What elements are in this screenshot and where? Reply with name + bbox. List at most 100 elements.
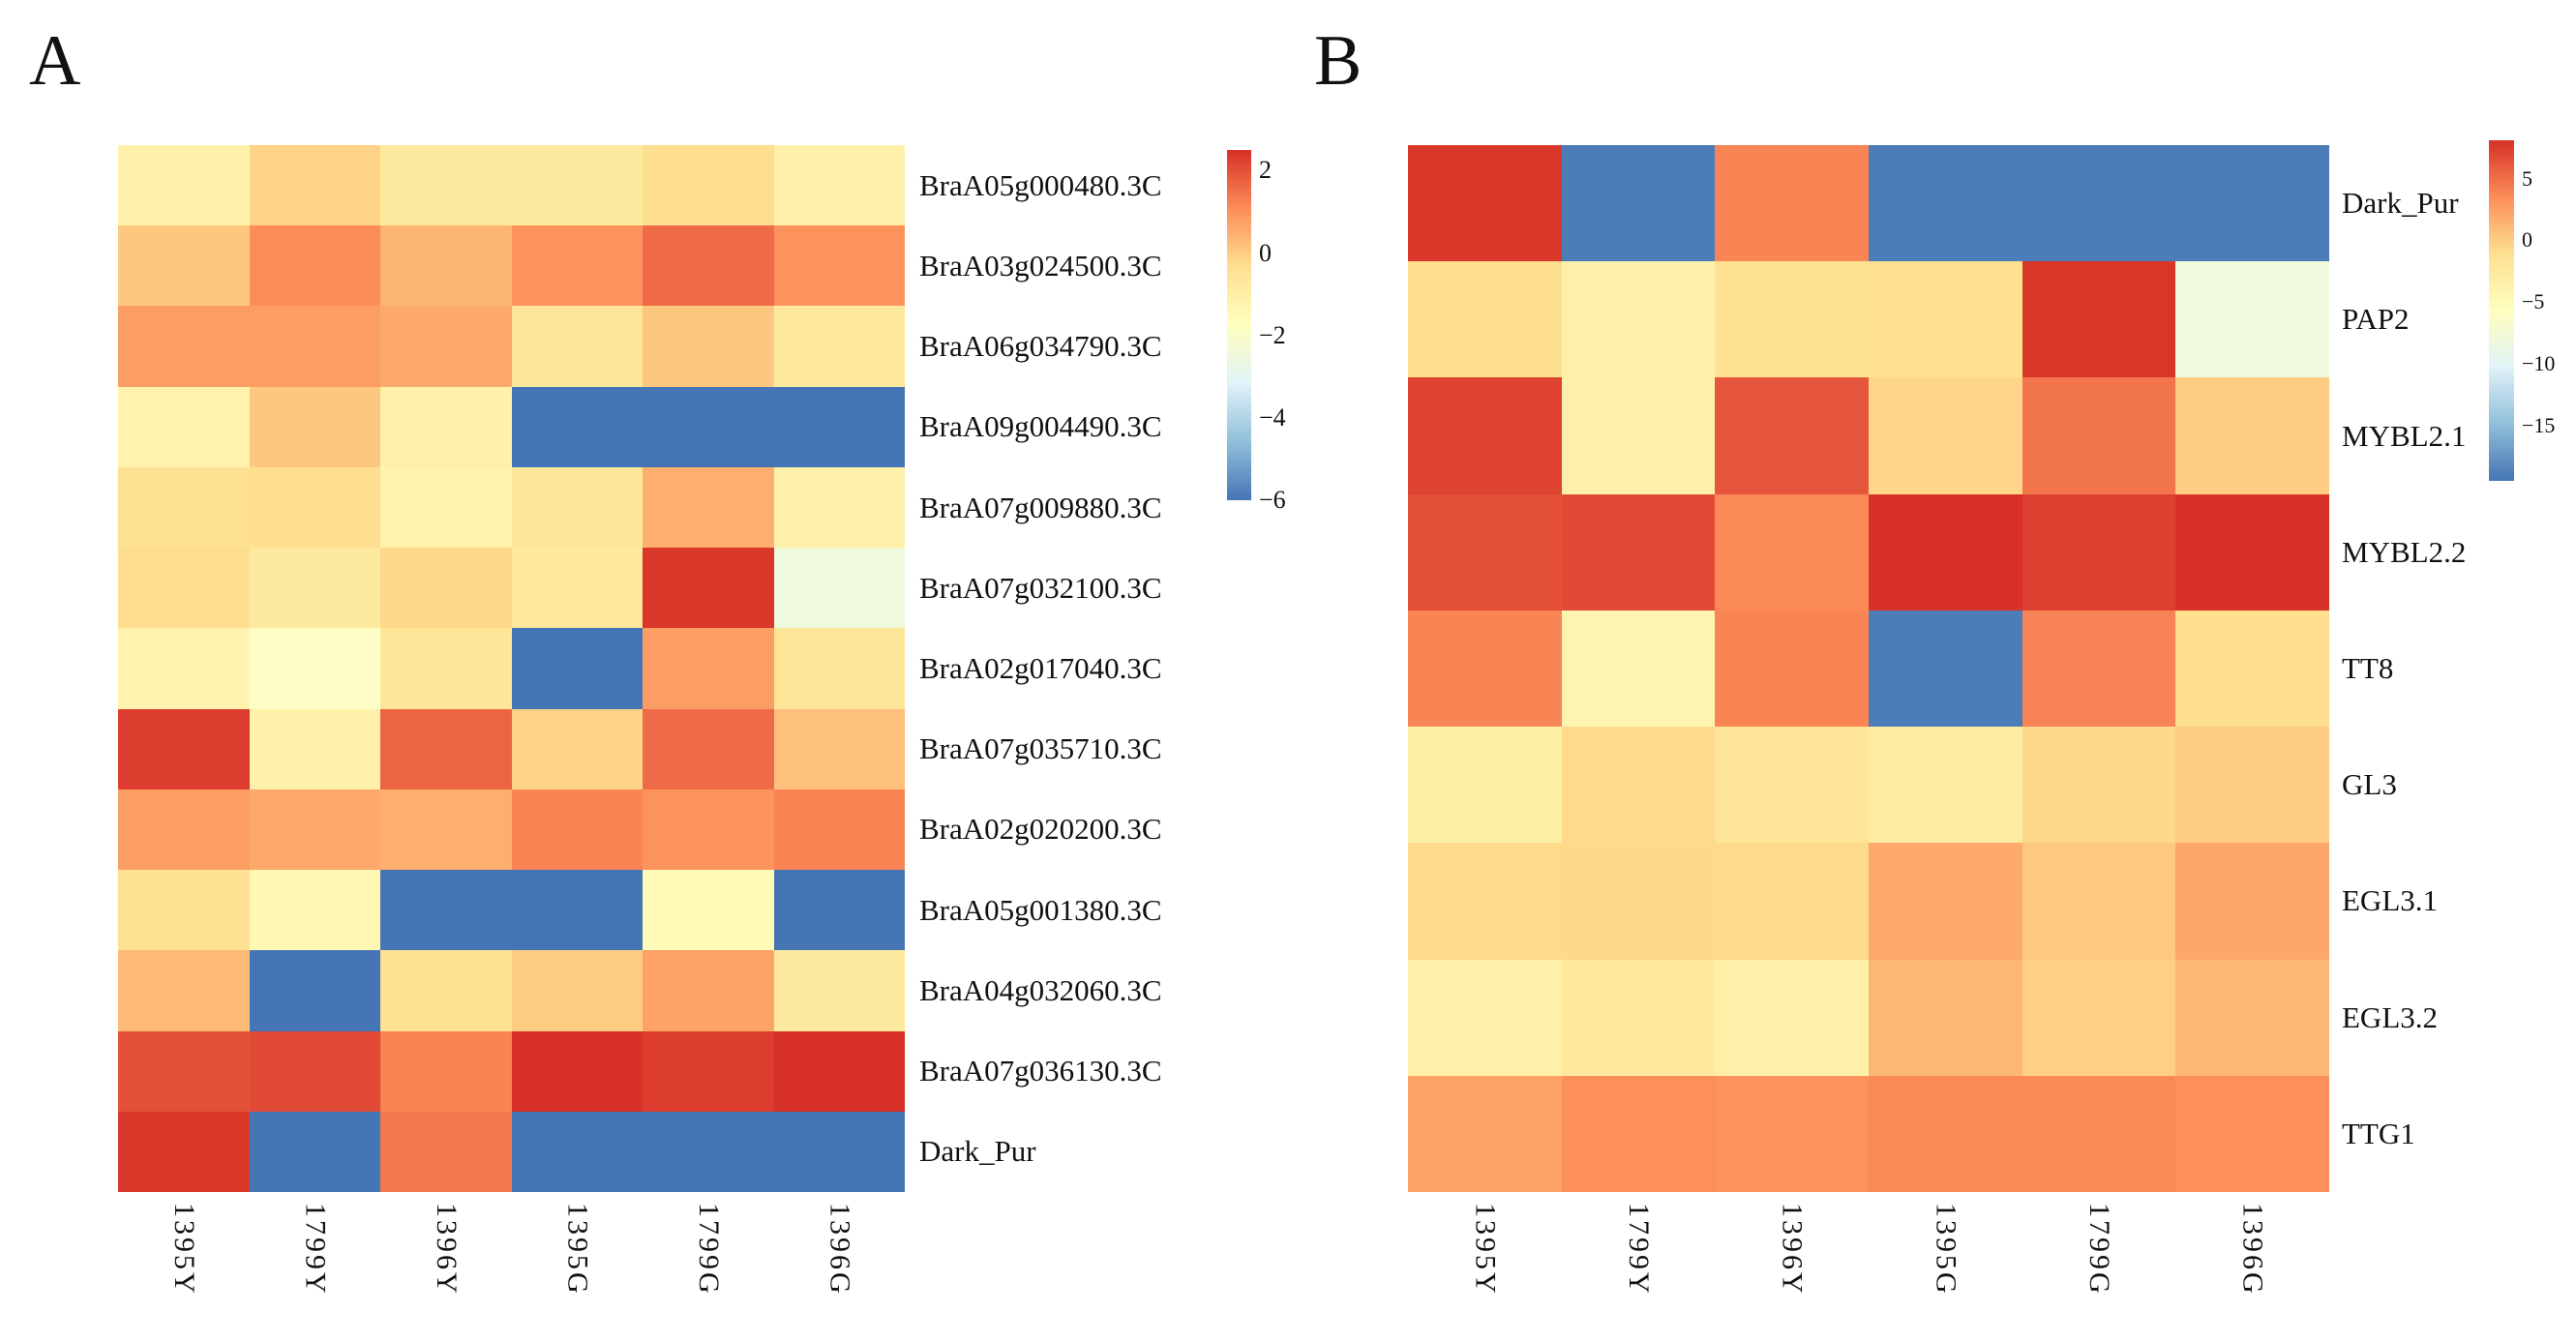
heatmap-cell	[118, 789, 250, 871]
panel-a-row-labels: BraA05g000480.3C BraA03g024500.3C BraA06g0…	[919, 145, 1219, 1192]
heatmap-row-label: BraA03g024500.3C	[919, 248, 1162, 283]
heatmap-cell	[1561, 145, 1716, 262]
heatmap-cell	[511, 306, 643, 387]
heatmap-cell	[1715, 377, 1869, 494]
heatmap-cell	[118, 306, 250, 387]
heatmap-cell	[118, 1111, 250, 1192]
heatmap-cell	[2175, 261, 2329, 378]
heatmap-column-label: 1396G	[774, 1203, 906, 1338]
heatmap-cell	[511, 870, 643, 951]
panel-a-colorbar: 2 0 −2 −4 −6	[1227, 150, 1372, 514]
heatmap-cell	[1561, 843, 1716, 960]
heatmap-cell	[773, 548, 905, 629]
heatmap-cell	[1869, 843, 2022, 960]
heatmap-cell	[1715, 261, 1869, 378]
heatmap-cell	[1561, 610, 1716, 728]
heatmap-cell	[118, 1030, 250, 1112]
heatmap-cell	[380, 789, 512, 871]
heatmap-cell	[773, 466, 905, 549]
heatmap-cell	[511, 708, 643, 790]
heatmap-cell	[249, 145, 380, 226]
heatmap-cell	[1408, 610, 1562, 728]
heatmap-column-label-text: 1395Y	[1469, 1203, 1502, 1296]
heatmap-cell	[1869, 377, 2022, 494]
heatmap-cell	[118, 145, 250, 226]
heatmap-row-label: TTG1	[2342, 1116, 2415, 1150]
heatmap-cell	[1561, 1075, 1716, 1192]
heatmap-cell	[511, 1030, 643, 1112]
heatmap-column-label: 1799Y	[250, 1203, 381, 1338]
heatmap-cell	[511, 628, 643, 709]
heatmap-cell	[511, 950, 643, 1031]
heatmap-cell	[2022, 843, 2176, 960]
heatmap-row-label: EGL3.1	[2342, 883, 2439, 918]
colorbar-tick-label: −15	[2522, 412, 2556, 437]
heatmap-cell	[380, 1030, 512, 1112]
heatmap-column-label-text: 1395G	[1930, 1203, 1962, 1296]
heatmap-cell	[2022, 145, 2176, 262]
heatmap-cell	[1869, 959, 2022, 1076]
heatmap-row-label: BraA07g035710.3C	[919, 731, 1162, 766]
heatmap-cell	[2175, 610, 2329, 728]
heatmap-cell	[643, 145, 774, 226]
heatmap-cell	[1715, 843, 1869, 960]
heatmap-column-label-text: 1396G	[824, 1203, 856, 1296]
heatmap-column-label-text: 1396Y	[1776, 1203, 1809, 1296]
heatmap-row-label: BraA05g000480.3C	[919, 167, 1162, 202]
heatmap-cell	[249, 466, 380, 549]
heatmap-cell	[2022, 493, 2176, 611]
heatmap-cell	[1408, 843, 1562, 960]
heatmap-cell	[643, 225, 774, 307]
heatmap-cell	[118, 708, 250, 790]
heatmap-row-label: Dark_Pur	[919, 1134, 1036, 1169]
heatmap-cell	[773, 950, 905, 1031]
heatmap-cell	[1561, 261, 1716, 378]
heatmap-cell	[643, 870, 774, 951]
heatmap-row-label: MYBL2.2	[2342, 534, 2467, 569]
panel-b-row-labels: Dark_Pur PAP2 MYBL2.1 MYBL2.2 TT8 GL3 EGL3.1 EG…	[2342, 145, 2574, 1192]
heatmap-cell	[380, 145, 512, 226]
heatmap-cell	[2175, 493, 2329, 611]
heatmap-cell	[1715, 959, 1869, 1076]
colorbar-tick-label: −6	[1259, 486, 1286, 514]
heatmap-cell	[380, 548, 512, 629]
heatmap-cell	[380, 628, 512, 709]
heatmap-column-label-text: 1395G	[561, 1203, 594, 1296]
heatmap-cell	[1869, 493, 2022, 611]
heatmap-cell	[773, 1030, 905, 1112]
heatmap-cell	[2175, 843, 2329, 960]
colorbar-tick-label: 2	[1259, 156, 1272, 185]
heatmap-cell	[643, 548, 774, 629]
heatmap-column-label-text: 1396Y	[430, 1203, 463, 1296]
colorbar-gradient	[2489, 140, 2514, 481]
heatmap-cell	[773, 1111, 905, 1192]
heatmap-cell	[643, 306, 774, 387]
panel-b-col-labels: 1395Y 1799Y 1396Y 1395G 1799G 1396G	[1408, 1203, 2329, 1338]
heatmap-cell	[249, 708, 380, 790]
heatmap-column-label: 1395G	[512, 1203, 644, 1338]
heatmap-cell	[1715, 145, 1869, 262]
heatmap-cell	[380, 870, 512, 951]
heatmap-row-label: BraA02g017040.3C	[919, 650, 1162, 685]
heatmap-column-label: 1396G	[2175, 1203, 2329, 1338]
heatmap-column-label-text: 1799Y	[299, 1203, 332, 1296]
heatmap-cell	[643, 386, 774, 467]
heatmap-row-label: TT8	[2342, 650, 2394, 685]
heatmap-column-label: 1799Y	[1562, 1203, 1716, 1338]
heatmap-cell	[643, 708, 774, 790]
heatmap-cell	[643, 950, 774, 1031]
heatmap-cell	[2022, 377, 2176, 494]
heatmap-cell	[1869, 610, 2022, 728]
heatmap-cell	[773, 628, 905, 709]
heatmap-cell	[380, 225, 512, 307]
heatmap-cell	[2022, 959, 2176, 1076]
heatmap-column-label: 1799G	[2022, 1203, 2176, 1338]
heatmap-cell	[773, 870, 905, 951]
heatmap-cell	[1715, 727, 1869, 844]
heatmap-cell	[249, 789, 380, 871]
panel-a-label: A	[29, 21, 81, 101]
heatmap-cell	[2175, 727, 2329, 844]
heatmap-column-label-text: 1799G	[692, 1203, 725, 1296]
heatmap-cell	[511, 225, 643, 307]
